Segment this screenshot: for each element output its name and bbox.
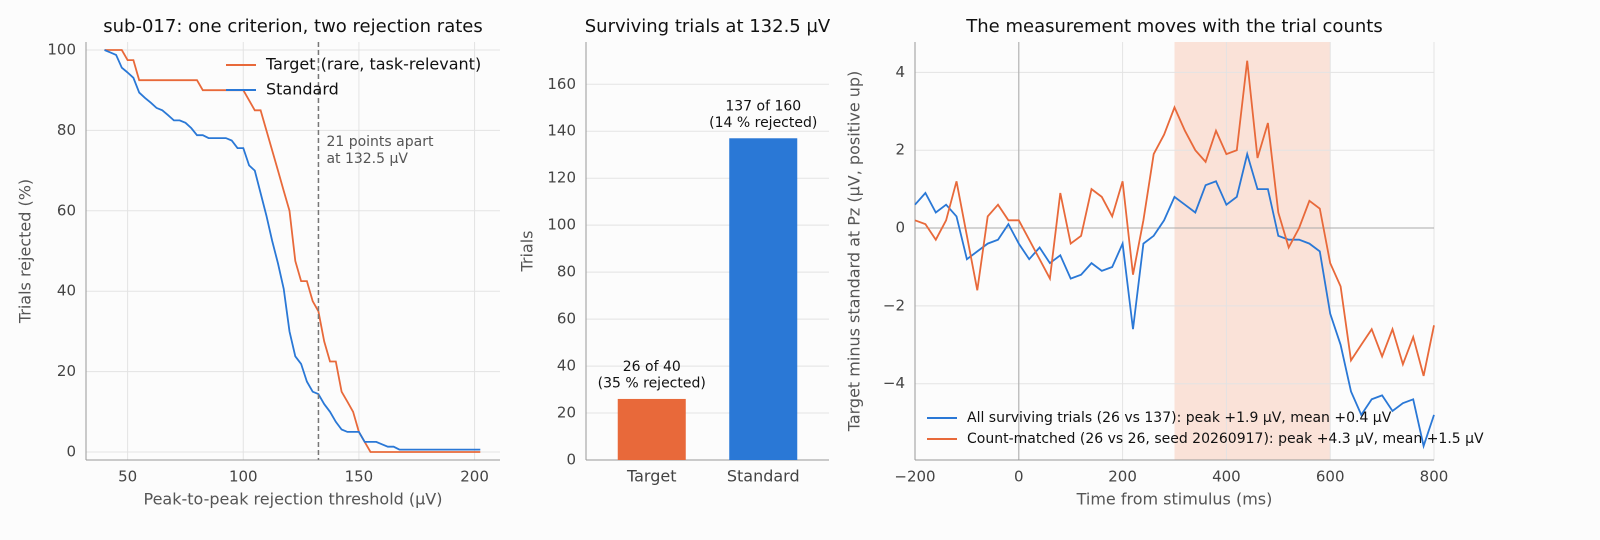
y-tick-label: 140 [547,122,576,140]
y-axis-label: Target minus standard at Pz (µV, positiv… [845,71,864,433]
x-tick-label: Standard [727,467,800,486]
bar [617,398,686,460]
panel: The measurement moves with the trial cou… [845,16,1485,509]
y-tick-label: 20 [557,404,576,422]
y-tick-label: 80 [557,263,576,281]
x-tick-label: Target [626,467,677,486]
x-tick-label: 50 [118,468,137,486]
y-tick-label: 2 [895,141,905,159]
y-tick-label: 40 [57,282,76,300]
y-tick-label: 120 [547,169,576,187]
y-axis-label: Trials [518,230,537,272]
legend-label: Target (rare, task-relevant) [265,55,481,74]
y-tick-label: 0 [566,451,576,469]
y-tick-label: 100 [547,216,576,234]
data-line [914,60,1435,377]
value-label: 26 of 40 (35 % rejected) [598,359,706,392]
x-tick-label: 800 [1420,468,1449,486]
x-axis-label: Time from stimulus (ms) [1076,490,1273,509]
legend-label: Standard [266,80,339,99]
chart-title: The measurement moves with the trial cou… [965,16,1382,37]
panel: Surviving trials at 132.5 µV 0 20 40 60 80 100… [518,16,831,486]
y-tick-label: 80 [57,121,76,139]
legend-label: All surviving trials (26 vs 137): peak +… [967,410,1392,426]
y-tick-label: 160 [547,75,576,93]
y-tick-label: 60 [57,201,76,219]
chart-title: Surviving trials at 132.5 µV [585,16,831,37]
annotation: 21 points apart [326,134,434,150]
annotation: at 132.5 µV [326,151,408,167]
y-tick-label: 0 [895,219,905,237]
x-tick-label: 200 [460,468,489,486]
x-tick-label: 0 [1014,468,1024,486]
y-tick-label: 4 [895,63,905,81]
legend-label: Count-matched (26 vs 26, seed 20260917):… [967,431,1484,447]
bar [729,138,798,461]
y-tick-label: 60 [557,310,576,328]
y-tick-label: 40 [557,357,576,375]
value-label: 137 of 160 (14 % rejected) [709,98,817,131]
y-tick-label: 100 [47,41,76,59]
x-tick-label: 400 [1212,468,1241,486]
panel: sub-017: one criterion, two rejection ra… [16,16,500,509]
y-axis-label: Trials rejected (%) [16,179,35,324]
x-tick-label: −200 [894,468,935,486]
x-tick-label: 600 [1316,468,1345,486]
y-tick-label: −2 [883,296,905,314]
chart-title: sub-017: one criterion, two rejection ra… [103,16,482,37]
x-axis-label: Peak-to-peak rejection threshold (µV) [144,490,443,509]
data-line [104,49,481,453]
x-tick-label: 100 [229,468,258,486]
data-line [914,150,1435,450]
data-line [104,49,481,451]
y-tick-label: −4 [883,374,905,392]
y-tick-label: 0 [66,442,76,460]
x-tick-label: 200 [1108,468,1137,486]
x-tick-label: 150 [345,468,374,486]
y-tick-label: 20 [57,362,76,380]
